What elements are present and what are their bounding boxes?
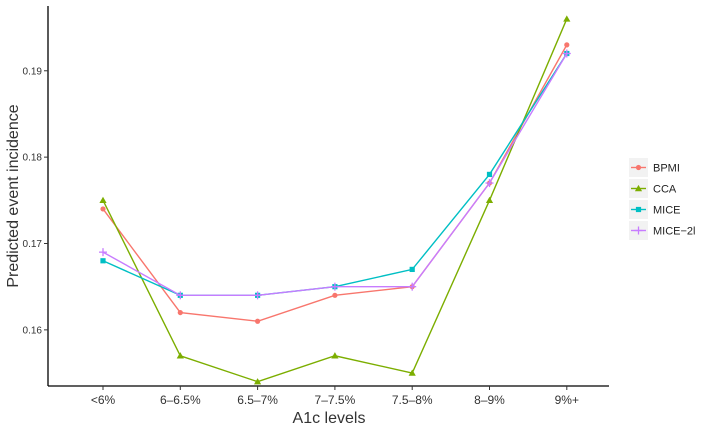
data-point <box>332 292 338 298</box>
data-point <box>486 171 493 178</box>
data-point <box>331 352 339 359</box>
data-point <box>254 378 262 385</box>
data-point <box>564 42 570 48</box>
data-point <box>330 282 339 291</box>
y-tick-label: 0.19 <box>23 66 43 77</box>
x-tick-label: <6% <box>91 393 116 407</box>
data-point <box>408 369 416 376</box>
legend-item: MICE−2l <box>629 221 696 240</box>
data-point <box>485 179 494 188</box>
data-point <box>99 196 107 204</box>
y-tick-label: 0.18 <box>23 153 43 164</box>
axes <box>47 6 609 387</box>
legend-label: MICE <box>653 205 681 217</box>
legend: BPMI CCA MICE MICE−2l <box>629 158 696 240</box>
series-cca <box>99 15 571 385</box>
data-point <box>176 352 184 359</box>
legend-label: MICE−2l <box>653 226 696 238</box>
legend-item: BPMI <box>629 158 680 177</box>
x-tick-label: 6–6.5% <box>160 393 201 407</box>
data-point <box>177 309 183 316</box>
x-tick-label: 7–7.5% <box>315 393 356 407</box>
x-tick-label: 6.5–7% <box>237 393 278 407</box>
series-mice <box>100 50 570 298</box>
y-tick-label: 0.17 <box>23 239 43 250</box>
data-point <box>562 49 571 58</box>
x-tick-label: 9%+ <box>555 393 579 407</box>
series-line <box>102 18 568 383</box>
data-point <box>255 318 261 324</box>
data-point <box>485 196 494 204</box>
data-point <box>408 282 417 291</box>
data-point <box>100 258 106 264</box>
y-ticks: 0.16 0.17 0.18 0.19 <box>23 66 48 336</box>
legend-label: CCA <box>653 184 677 196</box>
data-point <box>253 291 262 300</box>
legend-key-marker <box>635 206 642 213</box>
data-point <box>563 15 571 22</box>
y-axis-title: Predicted event incidence <box>5 104 22 287</box>
legend-key-marker <box>634 184 643 192</box>
data-point <box>409 266 415 273</box>
x-tick-label: 7.5–8% <box>392 393 433 407</box>
series-mice-2l <box>99 49 571 300</box>
legend-item: MICE <box>629 200 681 219</box>
x-tick-label: 8–9% <box>474 393 505 407</box>
series-bpmi <box>100 42 570 324</box>
data-point <box>176 291 185 300</box>
legend-label: BPMI <box>653 163 680 175</box>
series-line <box>102 53 568 297</box>
series-line <box>102 53 568 297</box>
legend-key-marker <box>635 164 642 171</box>
series-layer <box>99 15 571 385</box>
legend-key-marker <box>634 226 643 235</box>
data-point <box>99 248 107 257</box>
y-tick-label: 0.16 <box>23 325 43 336</box>
legend-item: CCA <box>629 179 677 198</box>
data-point <box>100 206 106 212</box>
x-ticks: <6% 6–6.5% 6.5–7% 7–7.5% 7.5–8% 8–9% 9%+ <box>91 386 579 407</box>
x-axis-title: A1c levels <box>293 410 366 427</box>
